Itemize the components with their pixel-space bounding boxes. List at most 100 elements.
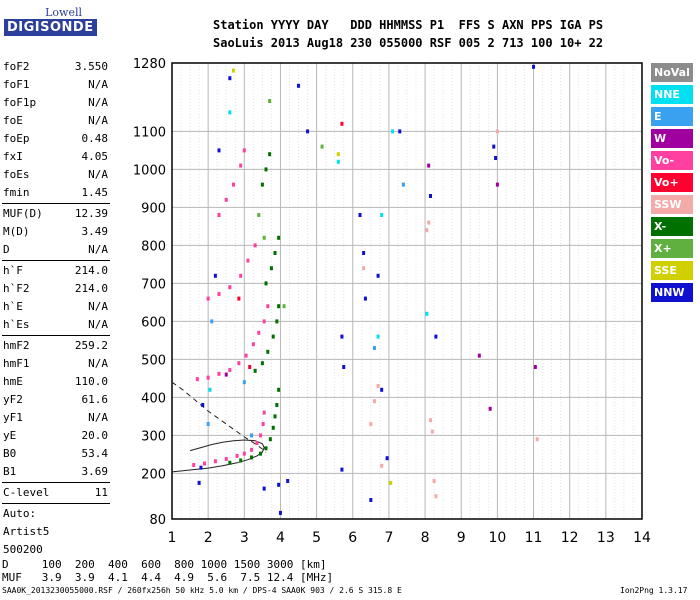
- echo-point-x: [250, 455, 254, 460]
- echo-point-ssw: [430, 429, 434, 434]
- param-value: N/A: [88, 114, 108, 127]
- echo-point-w: [533, 365, 537, 369]
- echo-point-x: [264, 446, 268, 451]
- echo-point-nne: [376, 334, 380, 339]
- legend-item-nnw: NNW: [651, 283, 693, 302]
- virtual-height-fit: [171, 439, 265, 473]
- param-name: h`Es: [3, 318, 30, 331]
- param-row: 500200: [2, 541, 110, 559]
- echo-point-nnw: [362, 251, 366, 255]
- muf-values-row: MUF 3.9 3.9 4.1 4.4 4.9 5.6 7.5 12.4 [MH…: [2, 571, 334, 584]
- echo-point-nnw: [278, 510, 282, 515]
- echo-point-x: [268, 152, 272, 157]
- param-row: foEs N/A: [2, 166, 110, 184]
- echo-point-x: [277, 387, 281, 392]
- echo-point-w: [427, 163, 431, 168]
- x-tick-label: 12: [561, 530, 579, 546]
- echo-point-nnw: [199, 465, 203, 470]
- param-value: 214.0: [74, 282, 108, 295]
- legend-item-sse: SSE: [651, 261, 693, 280]
- x-tick-label: 2: [204, 530, 213, 546]
- echo-point-nne: [380, 213, 384, 217]
- x-tick-label: 3: [240, 530, 249, 546]
- param-name: h`F: [3, 264, 23, 277]
- echo-point-vo: [255, 441, 259, 445]
- panel-separator: [2, 203, 110, 204]
- param-name: hmF1: [3, 357, 30, 370]
- echo-point-nnw: [429, 194, 432, 198]
- plot-frame: [171, 62, 643, 520]
- echo-point-nnw: [494, 156, 498, 160]
- polarization-legend: NoVal NNE E W Vo- Vo+ SSW X- X+ SSE NNW: [651, 63, 693, 305]
- echo-point-vo: [242, 451, 246, 456]
- echo-point-x: [275, 403, 279, 407]
- x-tick-label: 11: [525, 530, 543, 546]
- param-value: 20.0: [81, 429, 109, 442]
- echo-point-ssw: [380, 463, 384, 468]
- echo-point-vo: [217, 213, 221, 217]
- echo-point-nnw: [297, 83, 301, 88]
- echo-point-x: [271, 425, 275, 430]
- y-tick-label: 600: [141, 315, 166, 330]
- echo-point-ssw: [369, 422, 373, 426]
- digisonde-logo: Lowell DIGISONDE: [2, 6, 97, 46]
- y-tick-label: 700: [141, 277, 166, 292]
- echo-point-vo: [206, 296, 210, 301]
- param-row: D N/A: [2, 241, 110, 259]
- legend-item-w: W: [651, 129, 693, 148]
- legend-item-vo: Vo-: [651, 151, 693, 170]
- header-line-2: SaoLuis 2013 Aug18 230 055000 RSF 005 2 …: [213, 36, 604, 50]
- param-row: M(D) 3.49: [2, 223, 110, 241]
- param-row: hmF1 N/A: [2, 355, 110, 373]
- echo-point-ssw: [432, 479, 436, 483]
- echo-point-x: [269, 266, 273, 271]
- param-row: yF2 61.6: [2, 391, 110, 409]
- param-value: N/A: [88, 78, 108, 91]
- echo-point-nnw: [369, 498, 373, 502]
- echo-point-x: [239, 458, 243, 463]
- param-row: hmF2 259.2: [2, 337, 110, 355]
- echo-point-nnw: [213, 273, 217, 278]
- echo-point-x: [273, 414, 277, 419]
- echo-point-vo: [231, 182, 235, 187]
- y-tick-label: 200: [141, 467, 166, 482]
- param-value: 4.05: [81, 150, 109, 163]
- echo-point-vo: [228, 368, 232, 373]
- param-value: 3.49: [81, 225, 109, 238]
- legend-item-x: X+: [651, 239, 693, 258]
- echo-point-x: [282, 304, 286, 309]
- param-value: 110.0: [74, 375, 108, 388]
- echo-point-nne: [228, 110, 232, 115]
- echo-point-vo: [266, 304, 270, 309]
- echo-point-nnw: [306, 129, 310, 134]
- param-name: hmE: [3, 375, 23, 388]
- echo-point-vo: [237, 361, 241, 366]
- param-value: 3.69: [81, 465, 109, 478]
- echo-point-nnw: [363, 296, 367, 301]
- x-tick-label: 6: [348, 530, 357, 546]
- param-value: N/A: [88, 96, 108, 109]
- param-value: 61.6: [81, 393, 109, 406]
- y-tick-label: 1000: [133, 163, 166, 178]
- param-row: hmE 110.0: [2, 373, 110, 391]
- legend-item-x: X-: [651, 217, 693, 236]
- param-value: N/A: [88, 243, 108, 256]
- echo-point-ssw: [376, 384, 380, 388]
- echo-point-x: [268, 437, 272, 442]
- echo-point-vo: [259, 433, 263, 438]
- y-tick-label: 400: [141, 391, 166, 406]
- param-name: fmin: [3, 186, 30, 199]
- echo-point-vo: [237, 296, 241, 301]
- echo-point-vo: [248, 365, 252, 369]
- echo-point-vo: [206, 375, 210, 380]
- param-row: Artist5: [2, 523, 110, 541]
- y-tick-label: 1100: [133, 125, 166, 140]
- echo-point-sse: [336, 152, 340, 157]
- param-row: B0 53.4: [2, 445, 110, 463]
- logo-lowell-text: Lowell: [45, 6, 82, 19]
- legend-item-nne: NNE: [651, 85, 693, 104]
- param-name: h`F2: [3, 282, 30, 295]
- echo-point-sse: [231, 68, 235, 73]
- echo-point-vo: [250, 447, 254, 452]
